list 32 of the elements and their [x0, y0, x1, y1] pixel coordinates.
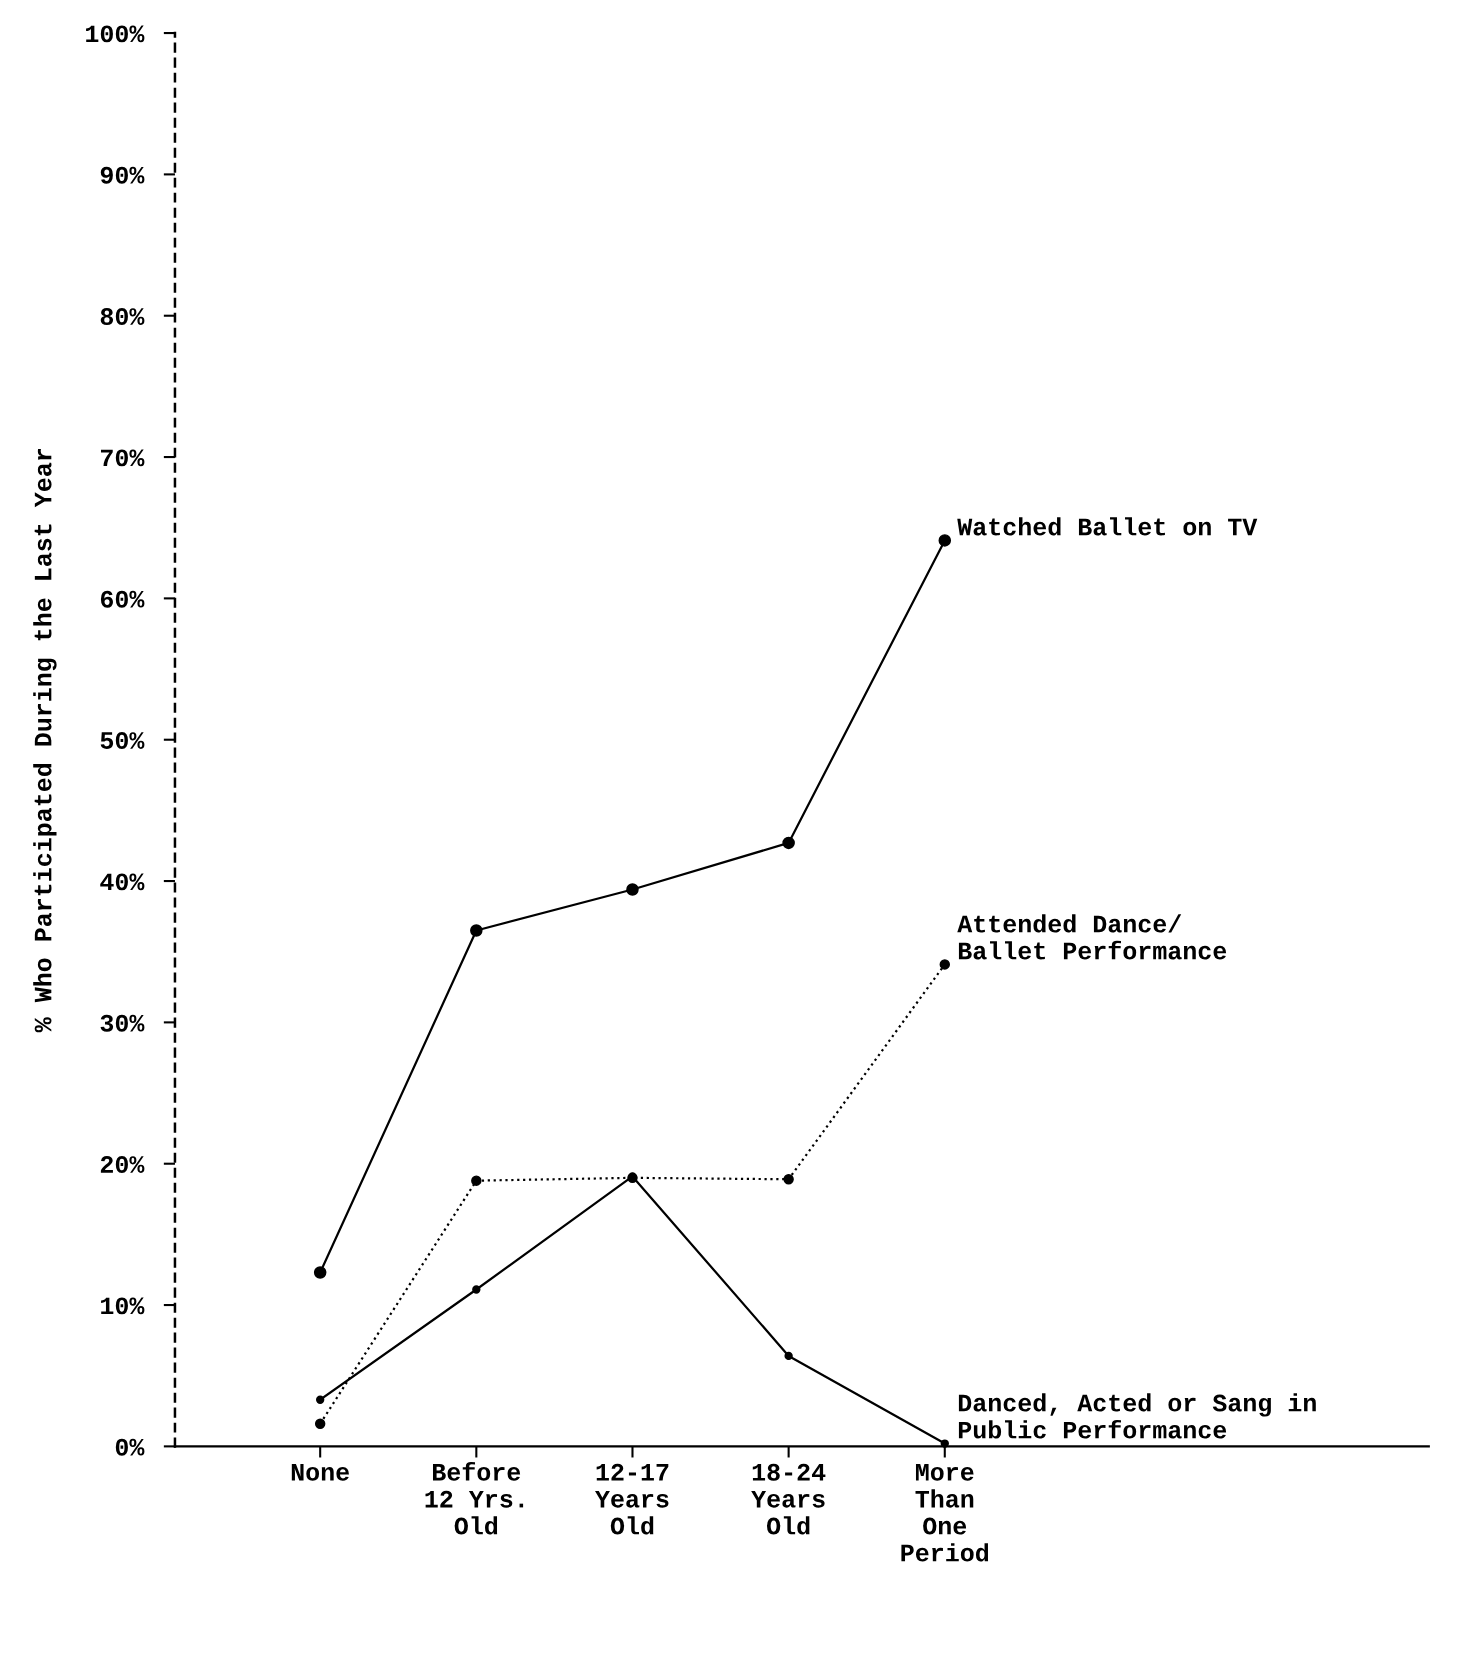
y-tick-label: 20%: [100, 1156, 145, 1174]
point: [313, 1266, 327, 1279]
y-tick-label: 100%: [86, 25, 145, 43]
y-tick-label: 50%: [100, 732, 145, 750]
point: [939, 959, 950, 970]
x-tick-label: Before 12 Yrs. Old: [425, 1461, 524, 1535]
series-label: Watched Ballet on TV: [957, 517, 1258, 536]
y-tick-label: 10%: [101, 1297, 145, 1315]
x-tick-label: 18-24 Years Old: [751, 1463, 826, 1535]
point: [470, 924, 483, 937]
y-tick-label: 60%: [100, 590, 145, 608]
x-tick-label: More Than One Period: [901, 1464, 989, 1562]
point: [784, 1351, 793, 1361]
point: [314, 1418, 326, 1429]
point: [472, 1285, 481, 1294]
series-label: Danced, Acted or Sang in Public Performance: [958, 1393, 1316, 1439]
point: [626, 883, 639, 896]
y-tick-label: 40%: [100, 873, 145, 891]
point: [938, 534, 952, 547]
point: [782, 836, 795, 850]
y-tick-label: 80%: [100, 308, 145, 326]
y-tick-label: 90%: [100, 166, 145, 184]
point: [316, 1395, 325, 1404]
y-tick-label: 0%: [115, 1438, 145, 1456]
y-tick-label: 30%: [100, 1014, 145, 1032]
series-label: Attended Dance/ Ballet Performance: [957, 914, 1227, 960]
point: [783, 1174, 794, 1185]
x-tick-label: 12-17 Years Old: [595, 1463, 669, 1535]
y-tick-label: 70%: [100, 449, 145, 467]
x-tick-label: None: [291, 1464, 349, 1481]
point: [471, 1175, 482, 1186]
y-axis-title: % Who Participated During the Last Year: [33, 449, 57, 1033]
